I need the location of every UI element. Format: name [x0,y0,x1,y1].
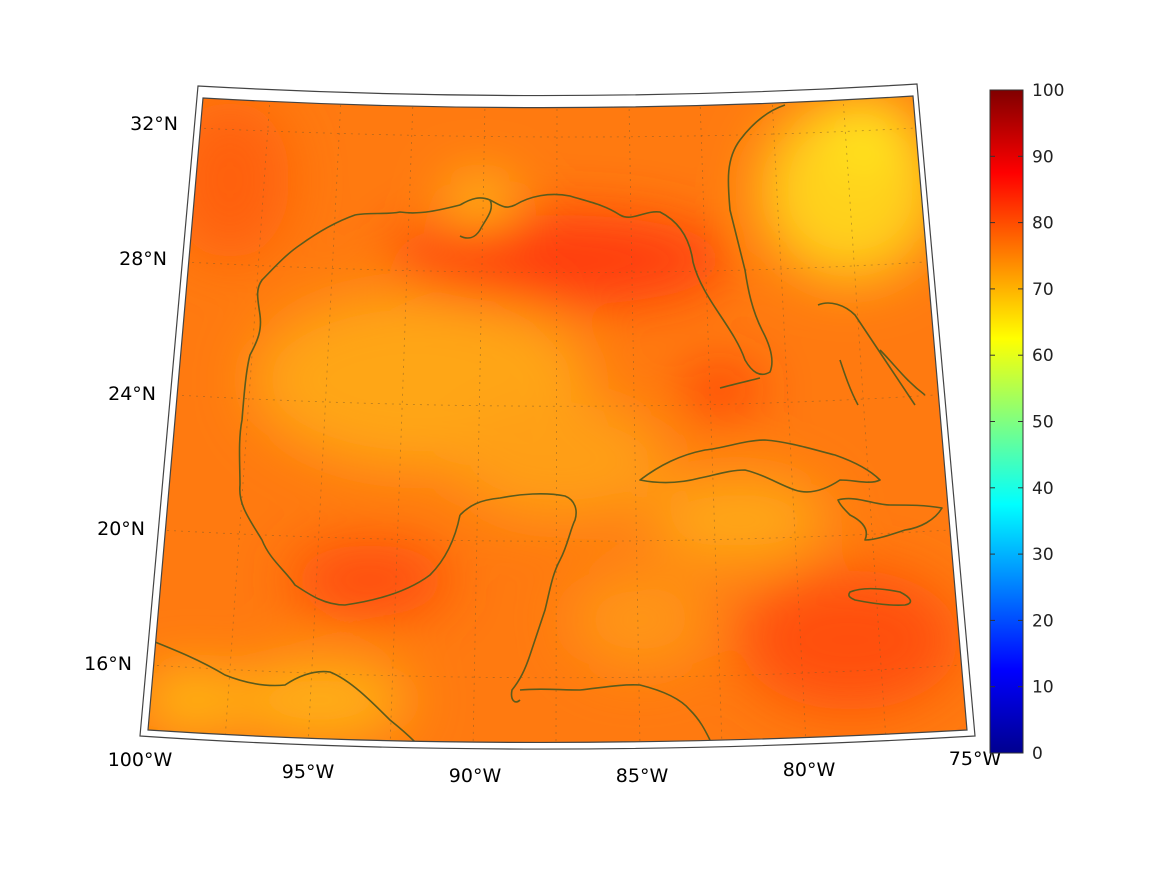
colorbar: 0 10 20 30 40 50 60 70 80 90 100 [989,81,1064,764]
lat-tick-16n: 16°N [84,653,132,675]
pacific-coast [149,639,416,743]
colorbar-tick-label: 40 [1032,479,1054,499]
colorbar-tick-label: 10 [1032,678,1054,698]
gulf-coast-west [238,204,461,606]
colorbar-ticks: 0 10 20 30 40 50 60 70 80 90 100 [990,81,1064,764]
florida-keys [719,377,761,389]
lon-tick-85w: 85°W [616,765,669,787]
bahamas [817,302,926,406]
lon-tick-100w: 100°W [108,749,173,771]
colorbar-bar [989,89,1024,754]
hispaniola [837,497,943,541]
field-layer [148,96,967,743]
lat-tick-20n: 20°N [97,518,145,540]
yucatan-coast [459,493,577,703]
lat-tick-32n: 32°N [130,113,178,135]
gulf-coast-north [459,104,786,376]
mississippi-delta [459,199,493,239]
lon-tick-labels: 100°W 95°W 90°W 85°W 80°W 75°W [108,748,1002,787]
colorbar-tick-label: 90 [1032,147,1054,167]
coastlines [149,104,943,743]
colorbar-tick-label: 50 [1032,413,1054,433]
lon-tick-80w: 80°W [783,759,836,781]
lat-tick-labels: 16°N 20°N 24°N 28°N 32°N [84,113,178,675]
lon-tick-75w: 75°W [949,748,1002,770]
colorbar-tick-label: 100 [1032,81,1064,101]
colorbar-tick-label: 60 [1032,346,1054,366]
lat-tick-28n: 28°N [119,248,167,270]
lon-tick-95w: 95°W [282,761,335,783]
central-america-coast [519,684,711,741]
colorbar-tick-label: 30 [1032,545,1054,565]
colorbar-tick-label: 0 [1032,744,1043,764]
cuba [639,439,881,493]
colorbar-tick-label: 70 [1032,280,1054,300]
colorbar-tick-label: 20 [1032,611,1054,631]
colorbar-tick-label: 80 [1032,214,1054,234]
lon-tick-90w: 90°W [449,765,502,787]
map-frame-outer [139,83,976,750]
graticule [149,96,961,743]
jamaica [848,587,912,606]
lat-tick-24n: 24°N [108,383,156,405]
map-frame [147,95,968,743]
